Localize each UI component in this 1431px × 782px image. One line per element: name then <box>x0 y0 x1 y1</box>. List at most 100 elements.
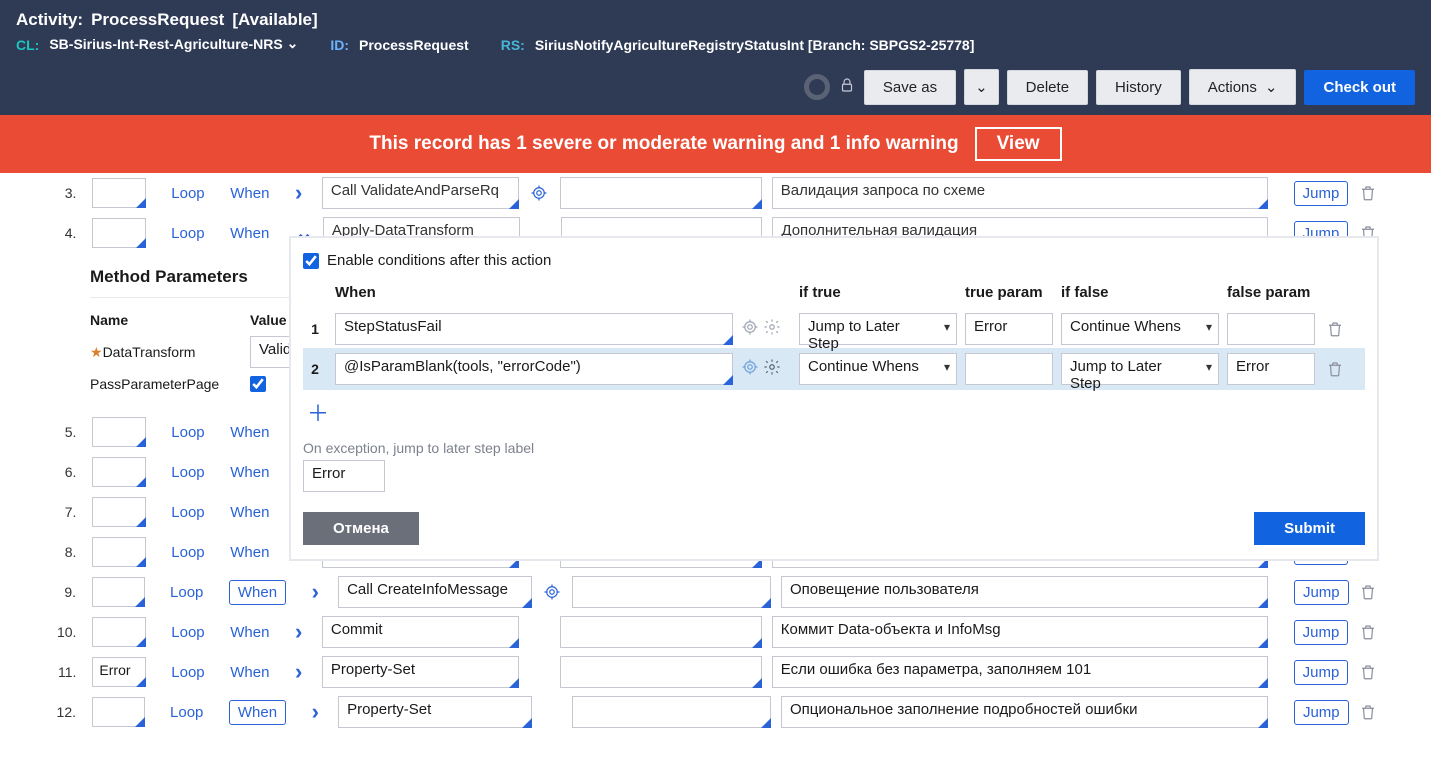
step-label-input[interactable] <box>92 497 145 527</box>
chevron-right-icon[interactable]: › <box>312 699 329 725</box>
tracer-icon[interactable] <box>804 74 830 100</box>
step-page-input[interactable] <box>560 656 762 688</box>
jump-button[interactable]: Jump <box>1294 620 1349 645</box>
trash-icon[interactable] <box>1358 663 1377 681</box>
save-dropdown-button[interactable]: ⌄ <box>964 69 999 105</box>
chevron-right-icon[interactable]: › <box>295 619 312 645</box>
when-input[interactable]: @IsParamBlank(tools, "errorCode") <box>335 353 733 385</box>
enable-conditions-checkbox[interactable] <box>303 253 319 269</box>
loop-link[interactable]: Loop <box>171 225 204 242</box>
method-input[interactable]: Call ValidateAndParseRq <box>322 177 519 209</box>
trueparam-input[interactable]: Error <box>965 313 1053 345</box>
step-row: 12. Loop When › Property-Set Опционально… <box>54 692 1377 732</box>
loop-link[interactable]: Loop <box>171 185 204 202</box>
save-as-button[interactable]: Save as <box>864 70 956 105</box>
when-link[interactable]: When <box>229 700 286 725</box>
description-input[interactable]: Коммит Data-объекта и InfoMsg <box>772 616 1268 648</box>
method-input[interactable]: Property-Set <box>322 656 519 688</box>
step-label-input[interactable] <box>92 697 145 727</box>
step-label-input[interactable]: Error <box>92 657 145 687</box>
when-link[interactable]: When <box>230 464 269 481</box>
description-input[interactable]: Опциональное заполнение подробностей оши… <box>781 696 1269 728</box>
target-icon[interactable] <box>741 358 759 381</box>
loop-link[interactable]: Loop <box>171 504 204 521</box>
loop-link[interactable]: Loop <box>171 664 204 681</box>
step-page-input[interactable] <box>560 177 762 209</box>
when-link[interactable]: When <box>230 664 269 681</box>
header-sub: CL: SB-Sirius-Int-Rest-Agriculture-NRS ⌄… <box>16 36 1415 53</box>
step-label-input[interactable] <box>92 218 145 248</box>
cancel-button[interactable]: Отмена <box>303 512 419 545</box>
when-link[interactable]: When <box>230 544 269 561</box>
trash-icon[interactable] <box>1358 623 1377 641</box>
step-number: 10. <box>54 624 82 640</box>
falseparam-input[interactable] <box>1227 313 1315 345</box>
trash-icon[interactable] <box>1323 360 1347 378</box>
chevron-right-icon[interactable]: › <box>295 659 312 685</box>
step-label-input[interactable] <box>92 178 145 208</box>
exception-input[interactable]: Error <box>303 460 385 492</box>
loop-link[interactable]: Loop <box>171 424 204 441</box>
iffalse-select[interactable]: Continue Whens <box>1061 313 1219 345</box>
step-page-input[interactable] <box>560 616 762 648</box>
trash-icon[interactable] <box>1359 703 1377 721</box>
step-page-input[interactable] <box>572 576 771 608</box>
target-icon[interactable] <box>741 318 759 341</box>
step-label-input[interactable] <box>92 617 145 647</box>
loop-link[interactable]: Loop <box>171 544 204 561</box>
jump-button[interactable]: Jump <box>1294 580 1349 605</box>
step-label-input[interactable] <box>92 537 145 567</box>
gear-icon[interactable] <box>763 318 781 341</box>
description-input[interactable]: Если ошибка без параметра, заполняем 101 <box>772 656 1268 688</box>
step-label-input[interactable] <box>92 417 145 447</box>
step-label-input[interactable] <box>92 577 145 607</box>
iffalse-select[interactable]: Jump to Later Step <box>1061 353 1219 385</box>
checkout-button[interactable]: Check out <box>1304 70 1415 105</box>
jump-button[interactable]: Jump <box>1294 700 1349 725</box>
iftrue-select[interactable]: Continue Whens <box>799 353 957 385</box>
when-link[interactable]: When <box>230 185 269 202</box>
rs-label: RS: <box>501 37 525 53</box>
step-number: 4. <box>54 225 82 241</box>
gear-icon[interactable] <box>763 358 781 381</box>
jump-button[interactable]: Jump <box>1294 660 1349 685</box>
loop-link[interactable]: Loop <box>171 624 204 641</box>
when-link[interactable]: When <box>230 624 269 641</box>
view-warnings-button[interactable]: View <box>975 127 1062 161</box>
step-label-input[interactable] <box>92 457 145 487</box>
step-page-input[interactable] <box>572 696 771 728</box>
when-input[interactable]: StepStatusFail <box>335 313 733 345</box>
submit-button[interactable]: Submit <box>1254 512 1365 545</box>
description-input[interactable]: Оповещение пользователя <box>781 576 1269 608</box>
target-icon[interactable] <box>542 583 562 601</box>
loop-link[interactable]: Loop <box>170 704 203 721</box>
falseparam-input[interactable]: Error <box>1227 353 1315 385</box>
trash-icon[interactable] <box>1323 320 1347 338</box>
when-link[interactable]: When <box>229 580 286 605</box>
history-button[interactable]: History <box>1096 70 1181 105</box>
target-icon[interactable] <box>529 184 550 202</box>
when-link[interactable]: When <box>230 424 269 441</box>
chevron-right-icon[interactable]: › <box>295 180 312 206</box>
chevron-right-icon[interactable]: › <box>312 579 329 605</box>
method-input[interactable]: Property-Set <box>338 696 532 728</box>
trash-icon[interactable] <box>1358 184 1377 202</box>
add-condition-button[interactable]: ＋ <box>307 396 329 428</box>
description-input[interactable]: Валидация запроса по схеме <box>772 177 1268 209</box>
trash-icon[interactable] <box>1359 583 1377 601</box>
delete-button[interactable]: Delete <box>1007 70 1088 105</box>
actions-button[interactable]: Actions ⌄ <box>1189 69 1297 105</box>
trueparam-input[interactable] <box>965 353 1053 385</box>
when-link[interactable]: When <box>230 225 269 242</box>
step-number: 3. <box>54 185 82 201</box>
jump-button[interactable]: Jump <box>1294 181 1349 206</box>
method-input[interactable]: Commit <box>322 616 519 648</box>
loop-link[interactable]: Loop <box>171 464 204 481</box>
method-input[interactable]: Call CreateInfoMessage <box>338 576 532 608</box>
passparam-checkbox[interactable] <box>250 376 266 392</box>
loop-link[interactable]: Loop <box>170 584 203 601</box>
iftrue-select[interactable]: Jump to Later Step <box>799 313 957 345</box>
cl-value[interactable]: SB-Sirius-Int-Rest-Agriculture-NRS ⌄ <box>49 36 298 53</box>
lock-icon[interactable] <box>838 76 856 98</box>
when-link[interactable]: When <box>230 504 269 521</box>
